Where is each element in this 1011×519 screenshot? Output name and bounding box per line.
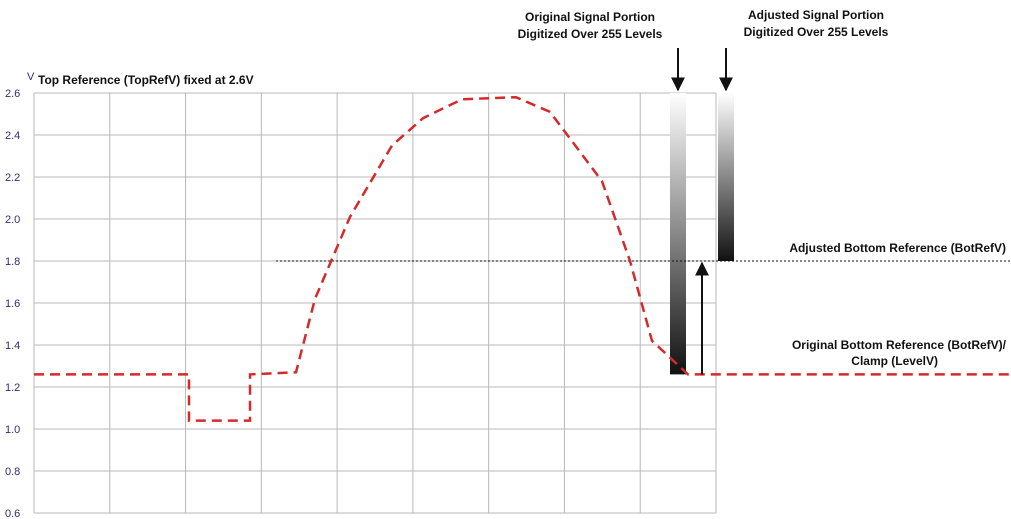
- adjusted-signal-gradient-bar: [718, 93, 734, 261]
- chart-title: Top Reference (TopRefV) fixed at 2.6V: [38, 73, 254, 87]
- y-tick-label: 2.0: [5, 214, 20, 226]
- y-tick-label: 1.8: [5, 256, 20, 268]
- original-bottom-reference-label-line-1: Original Bottom Reference (BotRefV)/: [792, 338, 1007, 352]
- y-tick-label: 2.6: [5, 88, 20, 100]
- y-axis: 2.6 2.4 2.2 2.0 1.8 1.6 1.4 1.2 1.0 0.8 0.6: [5, 88, 20, 519]
- y-tick-label: 1.2: [5, 382, 20, 394]
- adjusted-bar-title-line-1: Adjusted Signal Portion: [748, 8, 884, 22]
- y-tick-label: 1.4: [5, 340, 20, 352]
- adjusted-bottom-reference-label: Adjusted Bottom Reference (BotRefV): [789, 241, 1006, 255]
- y-tick-label: 0.6: [5, 508, 20, 519]
- y-tick-label: 1.6: [5, 298, 20, 310]
- original-bar-title-line-1: Original Signal Portion: [525, 10, 655, 24]
- y-tick-label: 2.2: [5, 172, 20, 184]
- original-bar-title-line-2: Digitized Over 255 Levels: [518, 27, 663, 41]
- y-tick-label: 0.8: [5, 466, 20, 478]
- y-tick-label: 1.0: [5, 424, 20, 436]
- y-axis-unit-label: V: [27, 71, 35, 83]
- chart-grid: [33, 92, 717, 514]
- adjusted-bar-title-line-2: Digitized Over 255 Levels: [744, 25, 889, 39]
- signal-series-line: [34, 95, 1011, 422]
- original-signal-gradient-bar: [670, 93, 686, 375]
- y-tick-label: 2.4: [5, 130, 20, 142]
- original-bottom-reference-label-line-2: Clamp (LevelV): [851, 354, 938, 368]
